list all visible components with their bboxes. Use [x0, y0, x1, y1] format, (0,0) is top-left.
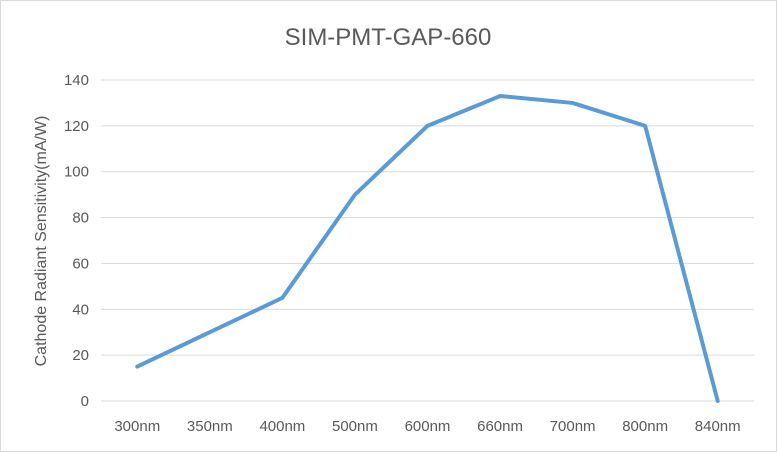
x-tick-label: 500nm — [332, 418, 378, 435]
x-tick-label: 300nm — [114, 418, 160, 435]
y-tick-label: 100 — [64, 164, 89, 181]
y-tick-label: 20 — [72, 347, 89, 364]
x-tick-label: 600nm — [405, 418, 451, 435]
x-tick-labels: 300nm 350nm 400nm 500nm 600nm 660nm 700nm 800nm… — [114, 418, 740, 435]
y-tick-label: 140 — [64, 72, 89, 89]
y-tick-label: 60 — [72, 255, 89, 272]
x-tick-label: 800nm — [622, 418, 668, 435]
series-layer — [135, 94, 720, 403]
x-tick-label: 660nm — [477, 418, 523, 435]
chart-title: SIM-PMT-GAP-660 — [285, 24, 492, 51]
y-tick-label: 80 — [72, 210, 89, 227]
y-tick-labels: 0 20 40 60 80 100 120 140 — [64, 72, 89, 410]
series-line — [135, 94, 720, 403]
x-tick-label: 840nm — [695, 418, 741, 435]
y-tick-label: 40 — [72, 301, 89, 318]
x-tick-label: 350nm — [187, 418, 233, 435]
y-tick-label: 120 — [64, 118, 89, 135]
y-tick-label: 0 — [81, 393, 89, 410]
x-tick-label: 700nm — [550, 418, 596, 435]
gridlines — [101, 79, 754, 402]
y-axis-label: Cathode Radiant Sensitivity(mA/W) — [33, 116, 50, 367]
x-tick-label: 400nm — [259, 418, 305, 435]
